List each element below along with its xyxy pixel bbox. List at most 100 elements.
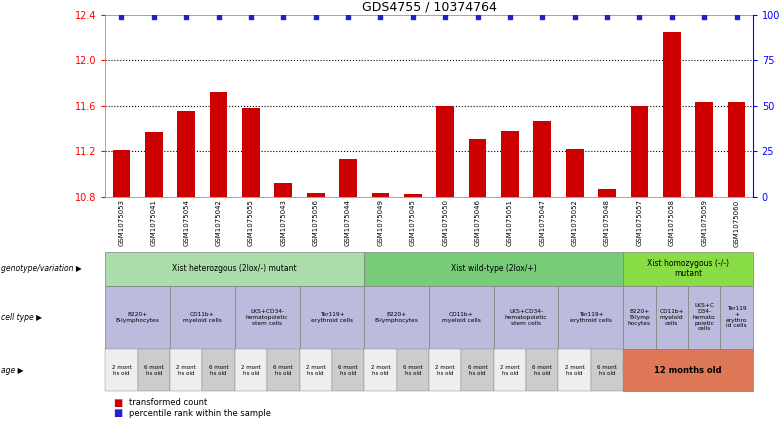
Text: GSM1075049: GSM1075049 xyxy=(378,200,384,247)
Point xyxy=(439,13,452,20)
Text: Ter119+
erythroid cells: Ter119+ erythroid cells xyxy=(570,312,612,323)
Text: 2 mont
hs old: 2 mont hs old xyxy=(435,365,455,376)
Text: GSM1075041: GSM1075041 xyxy=(151,200,157,247)
Point xyxy=(730,13,743,20)
Bar xyxy=(630,106,648,197)
Text: B220+
B-lymphocytes: B220+ B-lymphocytes xyxy=(115,312,160,323)
Text: Xist homozygous (-/-)
mutant: Xist homozygous (-/-) mutant xyxy=(647,259,729,278)
Point xyxy=(115,13,128,20)
Text: CD11b+
myeloid cells: CD11b+ myeloid cells xyxy=(442,312,480,323)
Point xyxy=(310,13,322,20)
Text: GSM1075057: GSM1075057 xyxy=(636,200,643,247)
Bar xyxy=(728,102,746,197)
Text: 6 mont
hs old: 6 mont hs old xyxy=(533,365,552,376)
Text: 6 mont
hs old: 6 mont hs old xyxy=(274,365,293,376)
Text: percentile rank within the sample: percentile rank within the sample xyxy=(129,409,271,418)
Text: 2 mont
hs old: 2 mont hs old xyxy=(112,365,131,376)
Text: GSM1075045: GSM1075045 xyxy=(410,200,416,246)
Text: GSM1075047: GSM1075047 xyxy=(539,200,545,247)
Text: 6 mont
hs old: 6 mont hs old xyxy=(339,365,358,376)
Text: Ter119
+
erythro
id cells: Ter119 + erythro id cells xyxy=(726,306,747,328)
Bar xyxy=(242,108,260,197)
Text: GSM1075055: GSM1075055 xyxy=(248,200,254,246)
Text: genotype/variation ▶: genotype/variation ▶ xyxy=(1,264,82,273)
Bar xyxy=(339,159,357,197)
Point xyxy=(536,13,548,20)
Text: 6 mont
hs old: 6 mont hs old xyxy=(209,365,229,376)
Bar xyxy=(695,102,713,197)
Text: GSM1075056: GSM1075056 xyxy=(313,200,319,247)
Text: 6 mont
hs old: 6 mont hs old xyxy=(597,365,617,376)
Text: GSM1075054: GSM1075054 xyxy=(183,200,190,246)
Point xyxy=(212,13,225,20)
Text: GSM1075042: GSM1075042 xyxy=(215,200,222,246)
Text: 2 mont
hs old: 2 mont hs old xyxy=(241,365,261,376)
Text: 2 mont
hs old: 2 mont hs old xyxy=(565,365,584,376)
Text: LKS+CD34-
hematopoietic
stem cells: LKS+CD34- hematopoietic stem cells xyxy=(505,309,548,326)
Bar xyxy=(177,111,195,197)
Text: transformed count: transformed count xyxy=(129,398,207,407)
Point xyxy=(277,13,289,20)
Text: ■: ■ xyxy=(113,398,122,408)
Point xyxy=(471,13,484,20)
Point xyxy=(504,13,516,20)
Point xyxy=(245,13,257,20)
Text: 2 mont
hs old: 2 mont hs old xyxy=(306,365,325,376)
Bar xyxy=(145,132,163,197)
Point xyxy=(374,13,387,20)
Text: CD11b+
myeloid cells: CD11b+ myeloid cells xyxy=(183,312,222,323)
Text: 6 mont
hs old: 6 mont hs old xyxy=(144,365,164,376)
Text: GSM1075048: GSM1075048 xyxy=(604,200,610,247)
Text: 6 mont
hs old: 6 mont hs old xyxy=(403,365,423,376)
Text: 2 mont
hs old: 2 mont hs old xyxy=(370,365,390,376)
Text: Xist heterozgous (2lox/-) mutant: Xist heterozgous (2lox/-) mutant xyxy=(172,264,297,273)
Text: LKS+C
D34-
hemato
poietic
cells: LKS+C D34- hemato poietic cells xyxy=(693,303,715,331)
Text: GSM1075050: GSM1075050 xyxy=(442,200,448,247)
Point xyxy=(698,13,711,20)
Text: GSM1075044: GSM1075044 xyxy=(345,200,351,246)
Text: GSM1075052: GSM1075052 xyxy=(572,200,578,246)
Bar xyxy=(598,189,616,197)
Bar xyxy=(663,32,681,197)
Bar xyxy=(469,139,487,197)
Bar xyxy=(404,195,422,197)
Bar xyxy=(436,106,454,197)
Text: 6 mont
hs old: 6 mont hs old xyxy=(468,365,488,376)
Point xyxy=(633,13,646,20)
Title: GDS4755 / 10374764: GDS4755 / 10374764 xyxy=(362,1,496,14)
Text: Ter119+
erythroid cells: Ter119+ erythroid cells xyxy=(311,312,353,323)
Point xyxy=(342,13,354,20)
Bar xyxy=(501,131,519,197)
Text: Xist wild-type (2lox/+): Xist wild-type (2lox/+) xyxy=(451,264,537,273)
Text: B220+
B-lymp
hocytes: B220+ B-lymp hocytes xyxy=(628,309,651,326)
Point xyxy=(601,13,613,20)
Point xyxy=(665,13,678,20)
Point xyxy=(147,13,160,20)
Text: CD11b+
myeloid
cells: CD11b+ myeloid cells xyxy=(659,309,684,326)
Text: GSM1075051: GSM1075051 xyxy=(507,200,513,247)
Text: B220+
B-lymphocytes: B220+ B-lymphocytes xyxy=(374,312,419,323)
Bar xyxy=(307,193,324,197)
Text: GSM1075060: GSM1075060 xyxy=(733,200,739,247)
Bar xyxy=(534,121,551,197)
Text: GSM1075043: GSM1075043 xyxy=(280,200,286,247)
Text: GSM1075046: GSM1075046 xyxy=(474,200,480,247)
Point xyxy=(180,13,193,20)
Point xyxy=(569,13,581,20)
Point xyxy=(406,13,419,20)
Text: ■: ■ xyxy=(113,409,122,418)
Bar xyxy=(210,92,228,197)
Text: GSM1075058: GSM1075058 xyxy=(668,200,675,247)
Text: age ▶: age ▶ xyxy=(1,365,23,375)
Text: LKS+CD34-
hematopoietic
stem cells: LKS+CD34- hematopoietic stem cells xyxy=(246,309,289,326)
Bar xyxy=(112,150,130,197)
Bar xyxy=(566,149,583,197)
Text: 12 months old: 12 months old xyxy=(654,365,722,375)
Bar xyxy=(371,193,389,197)
Text: 2 mont
hs old: 2 mont hs old xyxy=(500,365,519,376)
Text: 2 mont
hs old: 2 mont hs old xyxy=(176,365,196,376)
Text: cell type ▶: cell type ▶ xyxy=(1,313,42,322)
Bar xyxy=(275,183,292,197)
Text: GSM1075059: GSM1075059 xyxy=(701,200,707,247)
Text: GSM1075053: GSM1075053 xyxy=(119,200,125,247)
